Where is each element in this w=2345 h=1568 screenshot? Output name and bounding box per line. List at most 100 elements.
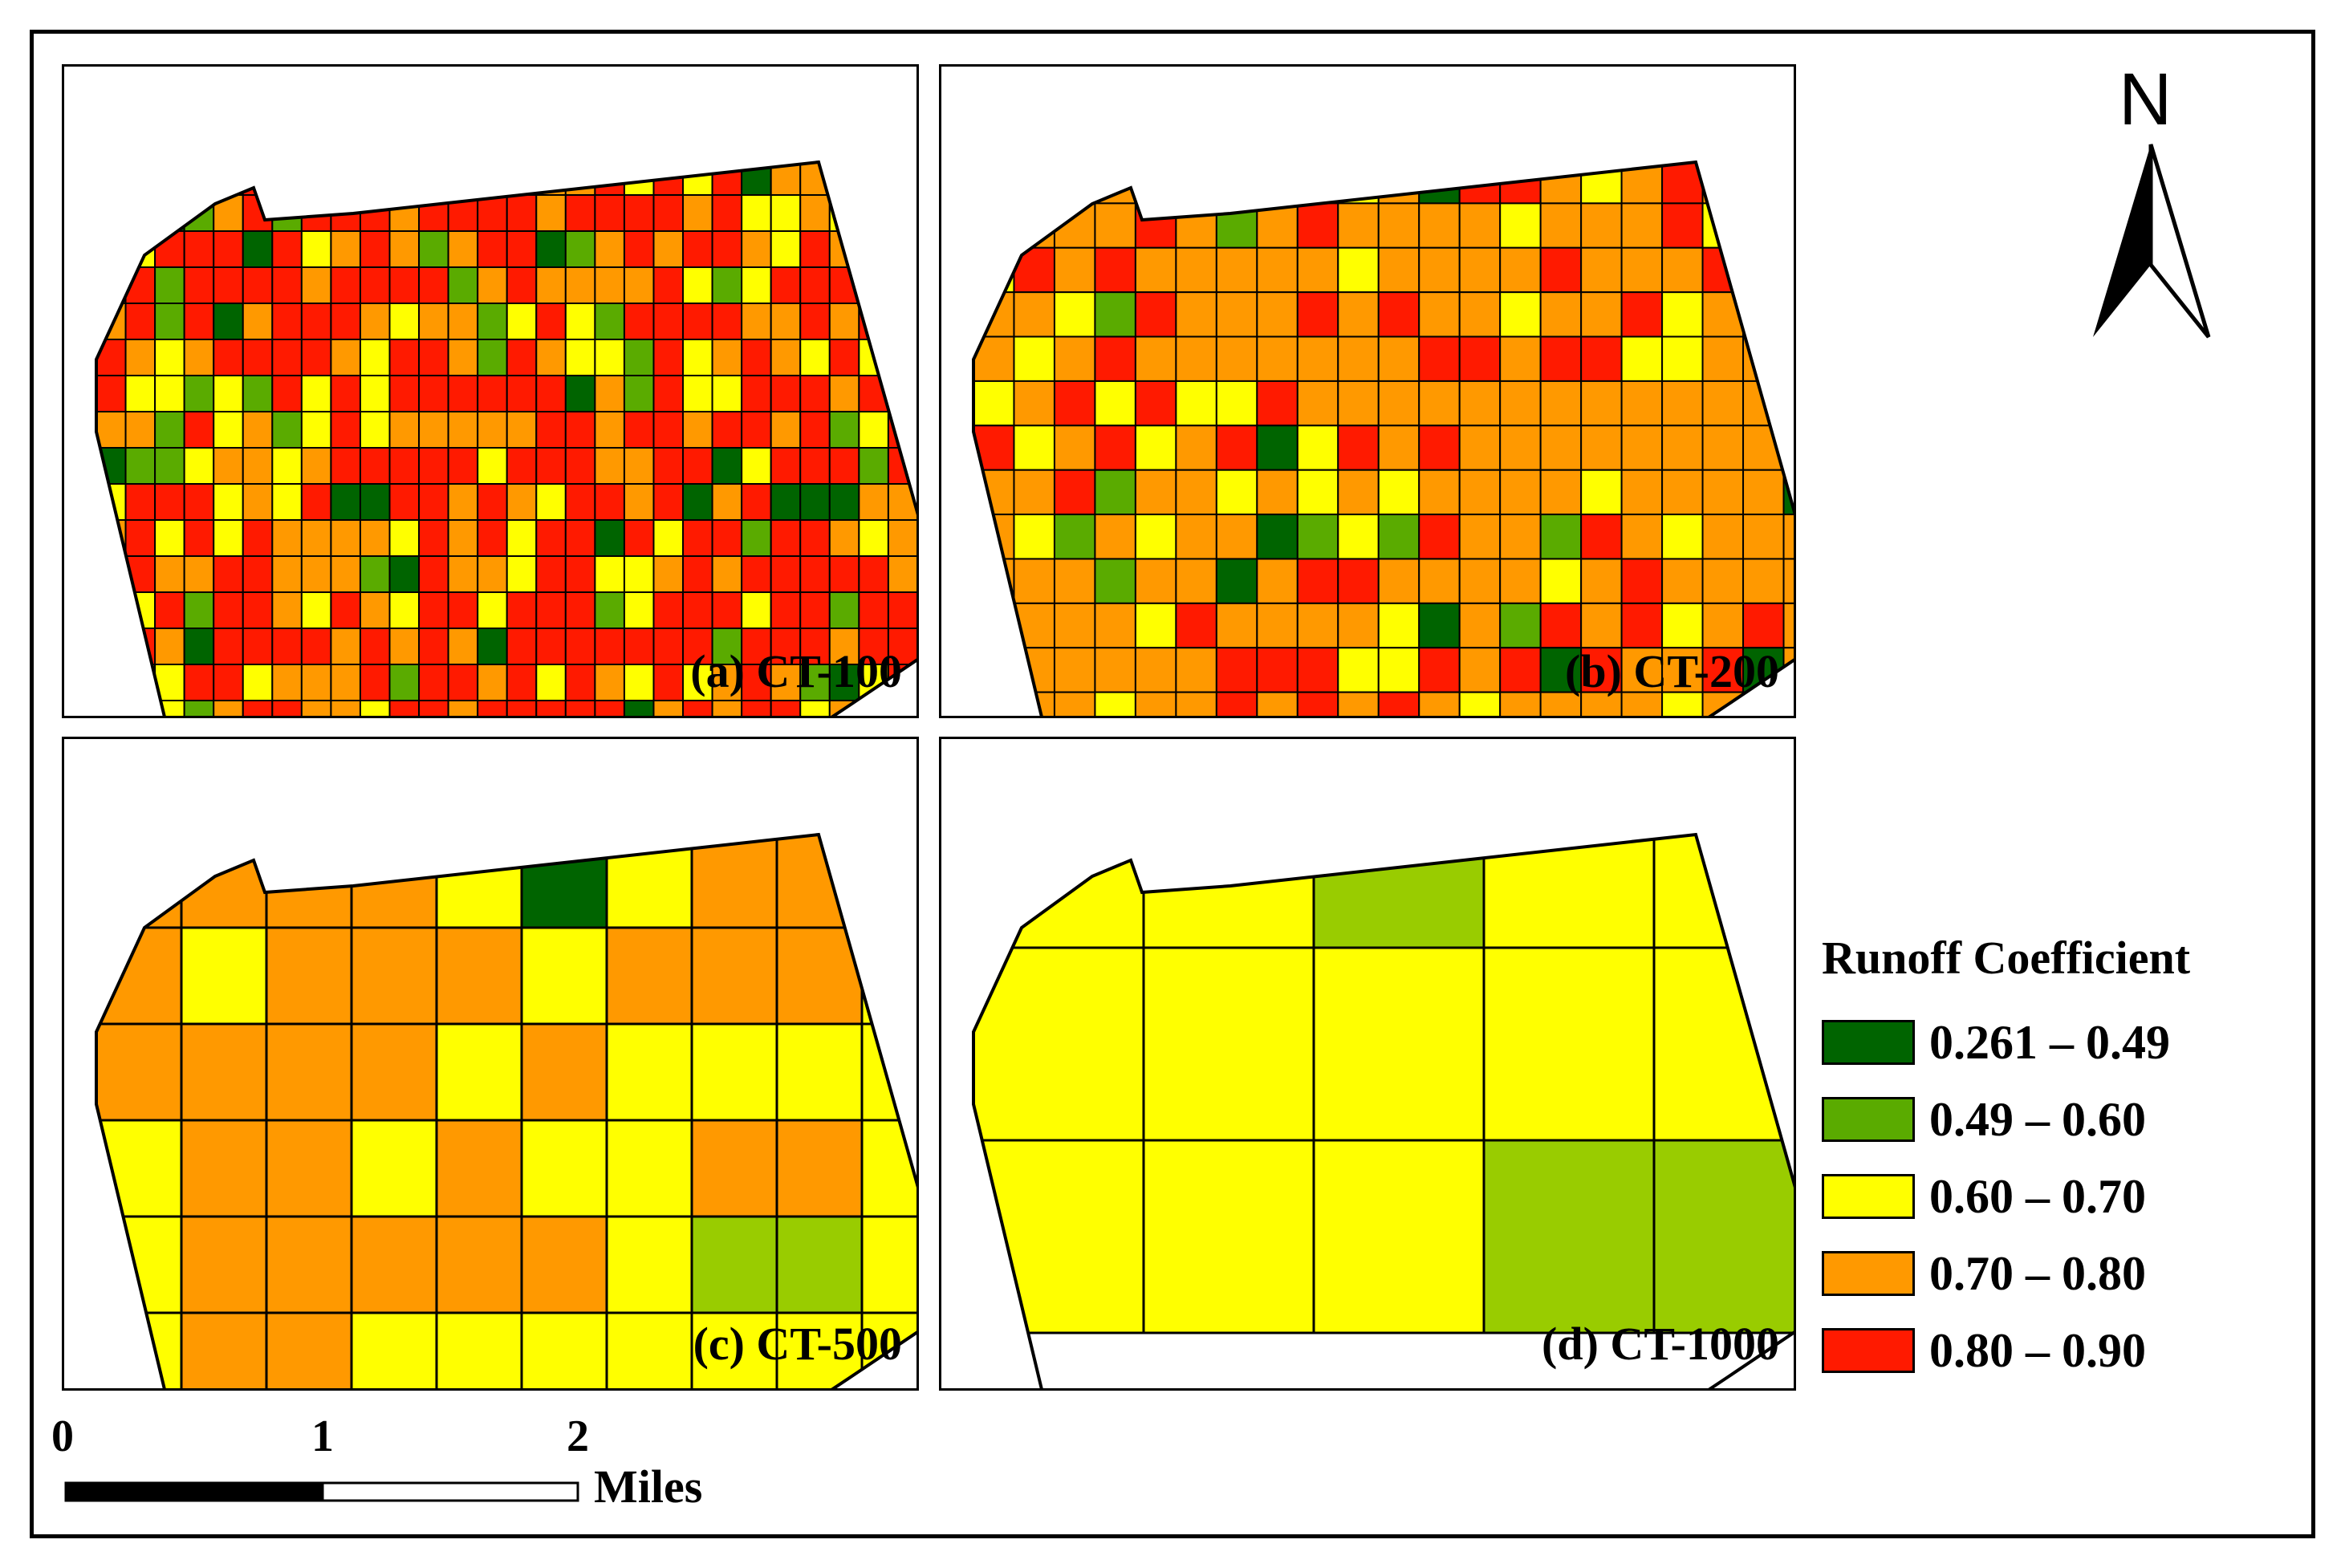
grid-cell <box>1142 1139 1315 1334</box>
grid-cell <box>682 375 713 412</box>
grid-cell <box>124 162 156 196</box>
grid-cell <box>535 339 567 376</box>
grid-cell <box>535 375 567 412</box>
grid-cell <box>1782 424 1794 471</box>
grid-cell <box>1215 469 1258 516</box>
grid-cell <box>1013 380 1055 427</box>
grid-cell <box>535 483 567 521</box>
grid-cell <box>711 591 743 629</box>
grid-cell <box>594 664 625 701</box>
grid-cell <box>1296 162 1339 205</box>
grid-cell <box>1620 602 1664 649</box>
grid-cell <box>183 339 215 376</box>
grid-cell <box>96 628 127 665</box>
grid-cell <box>300 447 332 485</box>
grid-cell <box>564 519 596 557</box>
grid-cell <box>652 628 685 665</box>
grid-cell <box>770 411 802 449</box>
grid-cell <box>1620 691 1664 716</box>
grid-cell <box>477 628 508 665</box>
grid-cell <box>359 483 391 521</box>
grid-cell <box>271 447 303 485</box>
grid-cell <box>887 519 916 557</box>
grid-cell <box>213 411 244 449</box>
grid-cell <box>265 1119 353 1218</box>
legend-title: Runoff Coefficient <box>1822 932 2191 984</box>
grid-cell <box>213 230 244 268</box>
grid-cell <box>858 519 889 557</box>
grid-cell <box>359 628 391 665</box>
grid-cell <box>535 447 567 485</box>
grid-cell <box>1580 424 1623 471</box>
grid-cell <box>418 266 449 304</box>
grid-cell <box>1013 469 1055 516</box>
grid-cell <box>594 591 625 629</box>
grid-cell <box>1661 380 1704 427</box>
grid-cell <box>418 591 449 629</box>
grid-cell <box>711 447 743 485</box>
grid-cell <box>1782 246 1794 294</box>
grid-cell <box>594 194 625 232</box>
grid-cell <box>1499 246 1542 294</box>
grid-cell <box>183 411 215 449</box>
grid-cell <box>1134 602 1177 649</box>
grid-cell <box>435 1215 523 1314</box>
grid-cell <box>1418 335 1461 382</box>
grid-cell <box>300 483 332 521</box>
grid-cell <box>1782 335 1794 382</box>
grid-cell <box>770 194 802 232</box>
grid-cell <box>1094 691 1136 716</box>
grid-cell <box>183 628 215 665</box>
grid-cell <box>213 591 244 629</box>
grid-cell <box>682 339 713 376</box>
grid-cell <box>388 664 421 701</box>
grid-cell <box>1094 424 1136 471</box>
grid-cell <box>418 628 449 665</box>
grid-cell <box>242 483 274 521</box>
grid-cell <box>1782 202 1794 249</box>
grid-cell <box>1782 602 1794 649</box>
grid-cell <box>1094 202 1136 249</box>
grid-cell <box>741 230 772 268</box>
grid-cell <box>96 555 127 593</box>
grid-cell <box>1215 291 1258 338</box>
legend-item: 0.261 – 0.49 <box>1822 1004 2190 1081</box>
grid-cell <box>300 162 332 196</box>
grid-cell <box>711 628 743 665</box>
grid-cell <box>213 700 244 716</box>
grid-cell <box>1418 291 1461 338</box>
grid-cell <box>520 1022 608 1122</box>
grid-cell <box>271 483 303 521</box>
grid-cell <box>180 835 268 929</box>
grid-cell <box>1661 335 1704 382</box>
grid-cell <box>1458 424 1502 471</box>
grid-cell <box>973 1139 1145 1334</box>
grid-cell <box>1418 246 1461 294</box>
grid-cell <box>858 700 889 716</box>
grid-cell <box>887 230 916 268</box>
grid-cell <box>1377 335 1420 382</box>
grid-cell <box>271 194 303 232</box>
grid-cell <box>564 194 596 232</box>
grid-cell <box>1418 514 1461 560</box>
grid-cell <box>623 591 655 629</box>
grid-cell <box>1458 558 1502 604</box>
grid-cell <box>1134 424 1177 471</box>
grid-cell <box>1175 380 1217 427</box>
grid-cell <box>690 926 778 1026</box>
grid-cell <box>828 339 860 376</box>
grid-cell <box>1377 380 1420 427</box>
grid-cell <box>330 591 361 629</box>
grid-cell <box>1499 424 1542 471</box>
grid-cell <box>1053 469 1096 516</box>
grid-cell <box>1256 291 1298 338</box>
grid-cell <box>535 591 567 629</box>
grid-cell <box>682 303 713 340</box>
grid-cell <box>447 664 479 701</box>
grid-cell <box>96 591 127 629</box>
grid-cell <box>973 202 1015 249</box>
grid-cell <box>799 339 831 376</box>
grid-cell <box>564 628 596 665</box>
grid-cell <box>124 303 156 340</box>
grid-cell <box>1134 162 1177 205</box>
